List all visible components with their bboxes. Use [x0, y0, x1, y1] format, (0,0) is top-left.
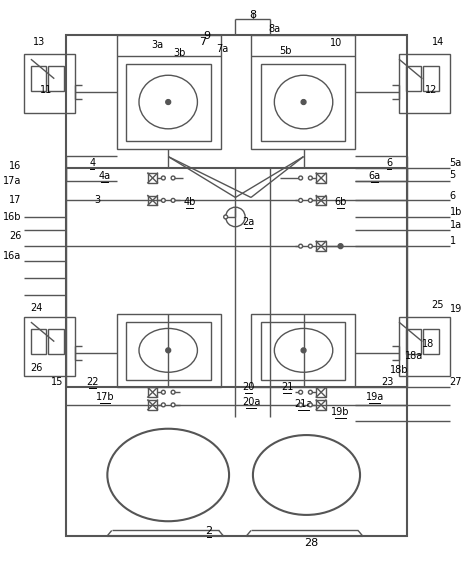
- Circle shape: [166, 99, 171, 105]
- Circle shape: [161, 390, 165, 394]
- Bar: [406, 329, 421, 354]
- Text: 25: 25: [432, 299, 444, 310]
- Bar: [24, 317, 75, 376]
- Text: 16: 16: [9, 161, 21, 171]
- Text: 13: 13: [33, 36, 45, 47]
- Text: 6b: 6b: [334, 197, 347, 207]
- Text: 15: 15: [51, 377, 63, 387]
- Bar: [66, 35, 407, 536]
- Circle shape: [308, 198, 312, 202]
- Bar: [31, 66, 46, 91]
- Text: 8a: 8a: [268, 24, 280, 34]
- Text: 4: 4: [89, 158, 95, 168]
- Text: 8: 8: [249, 10, 257, 20]
- Circle shape: [308, 390, 312, 394]
- Bar: [423, 329, 439, 354]
- Text: 4b: 4b: [184, 197, 196, 207]
- Text: 7: 7: [199, 36, 206, 47]
- Text: 3b: 3b: [174, 49, 186, 58]
- Text: 19: 19: [450, 305, 462, 314]
- Text: 21: 21: [281, 382, 293, 392]
- Circle shape: [299, 390, 303, 394]
- Text: 5b: 5b: [279, 46, 291, 57]
- Text: 26: 26: [31, 363, 43, 373]
- Text: 1b: 1b: [450, 207, 462, 217]
- Bar: [117, 56, 221, 149]
- Circle shape: [224, 215, 227, 219]
- Text: 11: 11: [40, 86, 53, 95]
- Text: 27: 27: [450, 377, 462, 387]
- Text: 20: 20: [242, 382, 254, 392]
- Text: 5: 5: [450, 170, 456, 180]
- Bar: [261, 64, 345, 141]
- Circle shape: [299, 176, 303, 180]
- Bar: [251, 314, 355, 387]
- Circle shape: [308, 176, 312, 180]
- Text: 4a: 4a: [99, 171, 111, 181]
- Bar: [48, 66, 64, 91]
- Text: 16a: 16a: [3, 251, 21, 261]
- Circle shape: [161, 176, 165, 180]
- Circle shape: [308, 403, 312, 407]
- Text: 3: 3: [94, 195, 100, 205]
- Text: 18: 18: [422, 339, 434, 349]
- Circle shape: [301, 99, 306, 105]
- Text: 24: 24: [31, 302, 43, 313]
- Bar: [406, 66, 421, 91]
- Text: 19b: 19b: [332, 406, 350, 417]
- Text: 18b: 18b: [390, 365, 408, 375]
- Circle shape: [171, 403, 175, 407]
- Circle shape: [308, 244, 312, 248]
- Circle shape: [338, 244, 343, 249]
- Text: 17a: 17a: [3, 176, 21, 186]
- Circle shape: [299, 403, 303, 407]
- Bar: [117, 314, 221, 387]
- Text: 21a: 21a: [294, 399, 313, 409]
- Circle shape: [299, 198, 303, 202]
- Circle shape: [299, 244, 303, 248]
- Text: 20a: 20a: [242, 397, 260, 407]
- Bar: [24, 54, 75, 113]
- Circle shape: [161, 198, 165, 202]
- Text: 22: 22: [86, 377, 99, 387]
- Text: 1a: 1a: [450, 220, 462, 229]
- Text: 1: 1: [450, 236, 456, 246]
- Text: 9: 9: [204, 31, 211, 41]
- Circle shape: [171, 176, 175, 180]
- Text: 17b: 17b: [96, 392, 114, 402]
- Text: 19a: 19a: [365, 392, 384, 402]
- Bar: [261, 322, 345, 380]
- Text: 10: 10: [330, 38, 342, 47]
- Text: 2: 2: [206, 527, 213, 536]
- Text: 12: 12: [425, 86, 437, 95]
- Text: 26: 26: [9, 231, 21, 242]
- Text: 17: 17: [9, 195, 21, 205]
- Bar: [399, 54, 450, 113]
- Text: 6: 6: [386, 158, 392, 168]
- Text: 18a: 18a: [405, 351, 423, 361]
- Circle shape: [301, 348, 306, 353]
- Text: 28: 28: [304, 538, 319, 548]
- Text: 7a: 7a: [217, 45, 229, 54]
- Text: 5a: 5a: [450, 158, 462, 168]
- Text: 3a: 3a: [152, 39, 164, 50]
- Bar: [251, 56, 355, 149]
- Text: 2a: 2a: [242, 217, 254, 227]
- Bar: [31, 329, 46, 354]
- Circle shape: [161, 403, 165, 407]
- Bar: [126, 322, 211, 380]
- Text: 23: 23: [381, 377, 393, 387]
- Text: 6: 6: [450, 191, 456, 201]
- Bar: [48, 329, 64, 354]
- Bar: [126, 64, 211, 141]
- Text: 14: 14: [432, 36, 444, 47]
- Circle shape: [166, 348, 171, 353]
- Bar: [399, 317, 450, 376]
- Bar: [423, 66, 439, 91]
- Text: 6a: 6a: [369, 171, 381, 181]
- Circle shape: [171, 390, 175, 394]
- Text: 16b: 16b: [3, 212, 21, 222]
- Circle shape: [171, 198, 175, 202]
